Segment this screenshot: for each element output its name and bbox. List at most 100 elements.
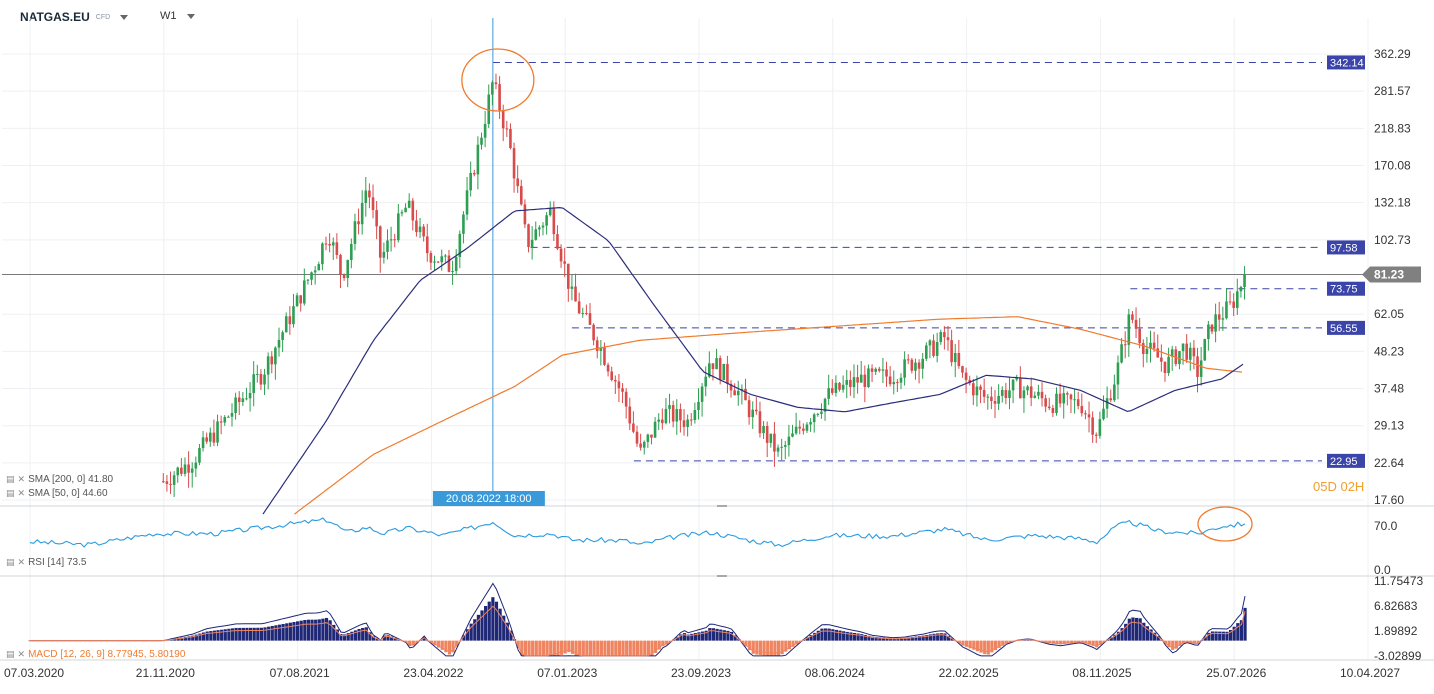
candle (610, 366, 613, 382)
macd-axis-label: -3.02899 (1374, 649, 1422, 663)
macd-bar (429, 640, 433, 643)
macd-bar (979, 640, 983, 653)
candle (639, 433, 642, 451)
candle (353, 213, 357, 251)
candle-body (1141, 343, 1145, 354)
candle (574, 273, 577, 302)
close-icon[interactable]: ✕ (17, 557, 26, 567)
candle (480, 132, 483, 150)
macd-bar (1077, 640, 1081, 643)
candle-body (1109, 398, 1113, 401)
rsi-legend[interactable]: ▤ ✕ RSI [14] 73.5 (6, 557, 86, 568)
macd-bar (599, 640, 603, 656)
macd-bar (643, 640, 647, 656)
candle-body (176, 467, 180, 476)
candle-body (494, 82, 498, 85)
sma50-legend[interactable]: ▤ ✕ SMA [50, 0] 44.60 (6, 488, 108, 499)
candle-body (852, 377, 856, 388)
macd-bar (675, 637, 679, 641)
macd-bar (361, 627, 365, 641)
macd-bar (346, 633, 350, 641)
macd-bar (690, 633, 694, 641)
candle-body (245, 398, 248, 400)
candle-body (458, 233, 462, 257)
candle (259, 369, 263, 390)
candle-body (910, 359, 914, 371)
candle (548, 201, 552, 217)
symbol-selector[interactable]: NATGAS.EU CFD (20, 10, 129, 24)
settings-icon[interactable]: ▤ (6, 557, 15, 567)
candle (256, 364, 259, 383)
candle (679, 403, 682, 433)
candle-body (888, 376, 892, 385)
candle-body (559, 248, 563, 262)
candle (588, 303, 592, 326)
candle-body (295, 295, 299, 307)
candle (993, 389, 997, 419)
candle-body (530, 239, 534, 248)
macd-bar (1004, 640, 1008, 644)
macd-bar (563, 640, 567, 654)
macd-bar (961, 640, 965, 646)
settings-icon[interactable]: ▤ (6, 488, 15, 498)
crosshair-date-label: 20.08.2022 18:00 (446, 493, 532, 505)
macd-bar (874, 636, 878, 641)
candle-body (386, 240, 389, 252)
candle (252, 361, 255, 407)
macd-bar (889, 638, 893, 641)
macd-bar (881, 637, 886, 641)
candle (805, 422, 809, 433)
settings-icon[interactable]: ▤ (6, 474, 15, 484)
candle (491, 80, 494, 106)
candle-body (661, 419, 664, 424)
candle (1113, 374, 1116, 402)
macd-bar (241, 627, 245, 641)
candle-countdown: 05D 02H (1313, 479, 1365, 494)
candle-body (548, 208, 552, 216)
candle-body (270, 356, 274, 365)
candle (1073, 388, 1076, 414)
candle (386, 229, 389, 260)
level-tag-label: 22.95 (1330, 456, 1358, 468)
macd-bar (596, 640, 600, 656)
macd-bar (885, 637, 889, 641)
grid-lines (2, 18, 1369, 660)
sma200-legend[interactable]: ▤ ✕ SMA [200, 0] 41.80 (6, 474, 113, 485)
candle-body (736, 390, 740, 396)
macd-bar (784, 640, 788, 652)
candle-body (1134, 319, 1138, 329)
candle-body (1181, 343, 1185, 352)
candle (172, 471, 176, 497)
candle-body (715, 358, 718, 370)
candle (411, 197, 415, 231)
candle (635, 425, 639, 447)
candle-body (1029, 386, 1033, 398)
macd-bar (343, 634, 347, 641)
candle (1138, 318, 1141, 349)
candle-body (834, 382, 838, 393)
settings-icon[interactable]: ▤ (6, 649, 15, 659)
macd-bar (968, 640, 972, 649)
macd-legend[interactable]: ▤ ✕ MACD [12, 26, 9] 8.77945, 5.80190 (6, 649, 185, 660)
candle-body (928, 340, 932, 346)
candle (566, 263, 570, 302)
candle-body (1116, 362, 1120, 385)
candle-body (1015, 377, 1019, 380)
candle-body (404, 207, 407, 213)
macd-bar (1218, 631, 1222, 641)
macd-bar (972, 640, 976, 650)
macd-bar (816, 630, 820, 641)
close-icon[interactable]: ✕ (17, 474, 26, 484)
macd-bar (852, 632, 857, 641)
chevron-down-icon[interactable] (186, 13, 195, 19)
candle-body (1131, 314, 1134, 320)
close-icon[interactable]: ✕ (17, 488, 26, 498)
candle (1033, 391, 1037, 399)
close-icon[interactable]: ✕ (17, 649, 26, 659)
candle (313, 266, 317, 285)
candle-body (227, 416, 230, 418)
candle-body (299, 295, 302, 304)
candle-body (950, 340, 953, 363)
chevron-down-icon[interactable] (120, 14, 129, 20)
